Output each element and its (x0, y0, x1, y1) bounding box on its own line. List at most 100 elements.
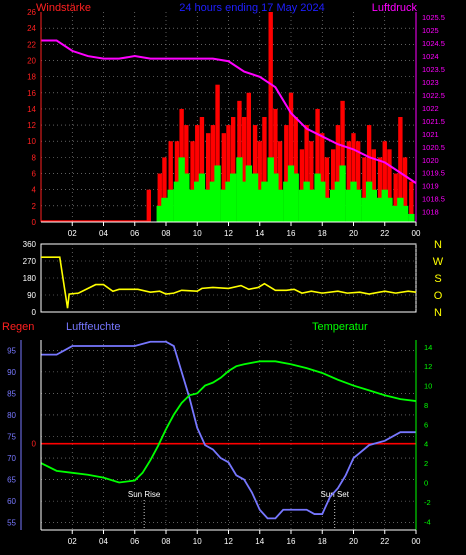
humidity-tick-label: 55 (7, 519, 16, 528)
wind-pressure-panel: Windstärke 24 hours ending 17 May 2024 L… (27, 2, 445, 238)
wind-speed-bar (408, 213, 415, 222)
wind-gust-bar (252, 125, 258, 222)
wind-tick-label: 14 (27, 105, 36, 114)
wind-gust-bar (304, 125, 309, 222)
temperature-tick-label: 4 (424, 440, 428, 449)
humidity-line (41, 340, 416, 520)
wind-tick-label: 22 (27, 40, 36, 49)
wind-speed-bar (323, 197, 331, 222)
wind-gust-bar (277, 141, 283, 222)
temperature-tick-label: -4 (424, 517, 431, 526)
wind-speed-bar (230, 173, 237, 222)
wind-gust-bar (315, 108, 320, 222)
wind-gust-bar (195, 125, 200, 222)
wind-gust-bar (346, 141, 351, 222)
pressure-tick-label: 1023.5 (422, 65, 445, 74)
wind-speed-bar (156, 205, 163, 222)
rain-axis-title: Regen (2, 321, 34, 333)
pressure-tick-label: 1023 (422, 78, 439, 87)
wind-gust-bar (351, 133, 356, 222)
wind-speed-bar (205, 189, 212, 222)
wind-axis-title: Windstärke (36, 2, 91, 14)
wind-speed-bar (361, 197, 368, 222)
wind-speed-bar (392, 205, 399, 222)
temperature-tick-label: 12 (424, 362, 432, 371)
wind-gust-bar (324, 157, 330, 222)
compass-label: O (434, 290, 443, 302)
wind-speed-bar (183, 173, 190, 222)
compass-label: S (434, 273, 441, 285)
x-tick-label: 16 (287, 537, 296, 546)
compass-label: N (434, 239, 442, 251)
x-tick-label: 12 (224, 229, 233, 238)
direction-tick-label: 360 (23, 240, 37, 249)
wind-speed-bar (298, 189, 306, 222)
temperature-tick-label: -2 (424, 498, 431, 507)
wind-gust-bar (168, 141, 173, 222)
pressure-tick-label: 1022 (422, 104, 439, 113)
pressure-tick-label: 1025.5 (422, 13, 445, 22)
wind-gust-bar (226, 125, 231, 222)
wind-gust-bar (402, 157, 408, 222)
pressure-tick-label: 1020.5 (422, 143, 445, 152)
wind-speed-bar (256, 189, 263, 222)
wind-gust-bar (273, 108, 278, 222)
direction-tick-label: 270 (23, 257, 37, 266)
pressure-tick-label: 1020 (422, 156, 439, 165)
x-tick-label: 20 (349, 537, 358, 546)
wind-speed-bar (240, 181, 248, 222)
wind-speed-bar (173, 181, 181, 222)
wind-gust-bar (262, 117, 267, 222)
sun-annotation: Sun Set (321, 490, 350, 499)
humidity-tick-label: 60 (7, 497, 16, 506)
pressure-axis-title: Luftdruck (372, 2, 418, 14)
wind-speed-bar (276, 189, 284, 222)
x-tick-label: 02 (68, 229, 77, 238)
x-tick-label: 00 (412, 537, 421, 546)
wind-gust-bar (320, 133, 325, 222)
wind-speed-bar (287, 165, 295, 222)
wind-gust-bar (362, 157, 367, 222)
wind-speed-bar (308, 189, 315, 222)
pressure-tick-label: 1025 (422, 26, 439, 35)
temperature-tick-label: 10 (424, 382, 432, 391)
temperature-tick-label: 14 (424, 343, 432, 352)
wind-gust-bar (206, 133, 211, 222)
x-tick-label: 18 (318, 537, 327, 546)
pressure-line (41, 39, 417, 184)
wind-gust-bar (157, 173, 162, 222)
x-tick-label: 12 (224, 537, 233, 546)
pressure-tick-label: 1018.5 (422, 195, 445, 204)
temperature-tick-label: 6 (424, 420, 428, 429)
wind-gust-bar (146, 189, 151, 222)
wind-gust-bar (398, 117, 403, 222)
temperature-tick-label: 2 (424, 459, 428, 468)
humidity-tick-label: 90 (7, 368, 16, 377)
wind-speed-bar (178, 157, 185, 222)
wind-speed-bar (283, 181, 290, 222)
wind-speed-bar (236, 157, 243, 222)
humidity-temperature-panel: Regen Luftfeuchte Temperatur 02 04 06 08 10 1… (2, 321, 432, 546)
wind-tick-label: 10 (27, 137, 36, 146)
direction-tick-label: 0 (32, 308, 37, 317)
wind-gust-bar (241, 117, 247, 222)
wind-speed-bar (355, 189, 362, 222)
wind-gust-bar (268, 12, 273, 222)
rain-tick-label: 0 (32, 440, 37, 449)
wind-gust-bar (366, 125, 372, 222)
wind-speed-bar (397, 197, 404, 222)
x-tick-label: 04 (99, 537, 108, 546)
x-tick-label: 00 (412, 229, 421, 238)
wind-gust-bar (215, 84, 220, 222)
wind-speed-bar (209, 181, 217, 222)
compass-label: N (434, 307, 442, 319)
wind-speed-bar (220, 189, 227, 222)
x-tick-label: 06 (130, 537, 139, 546)
wind-speed-bar (330, 189, 337, 222)
x-tick-label: 06 (130, 229, 139, 238)
wind-speed-bar (376, 197, 384, 222)
wind-tick-label: 6 (32, 170, 37, 179)
compass-label: W (433, 256, 444, 268)
